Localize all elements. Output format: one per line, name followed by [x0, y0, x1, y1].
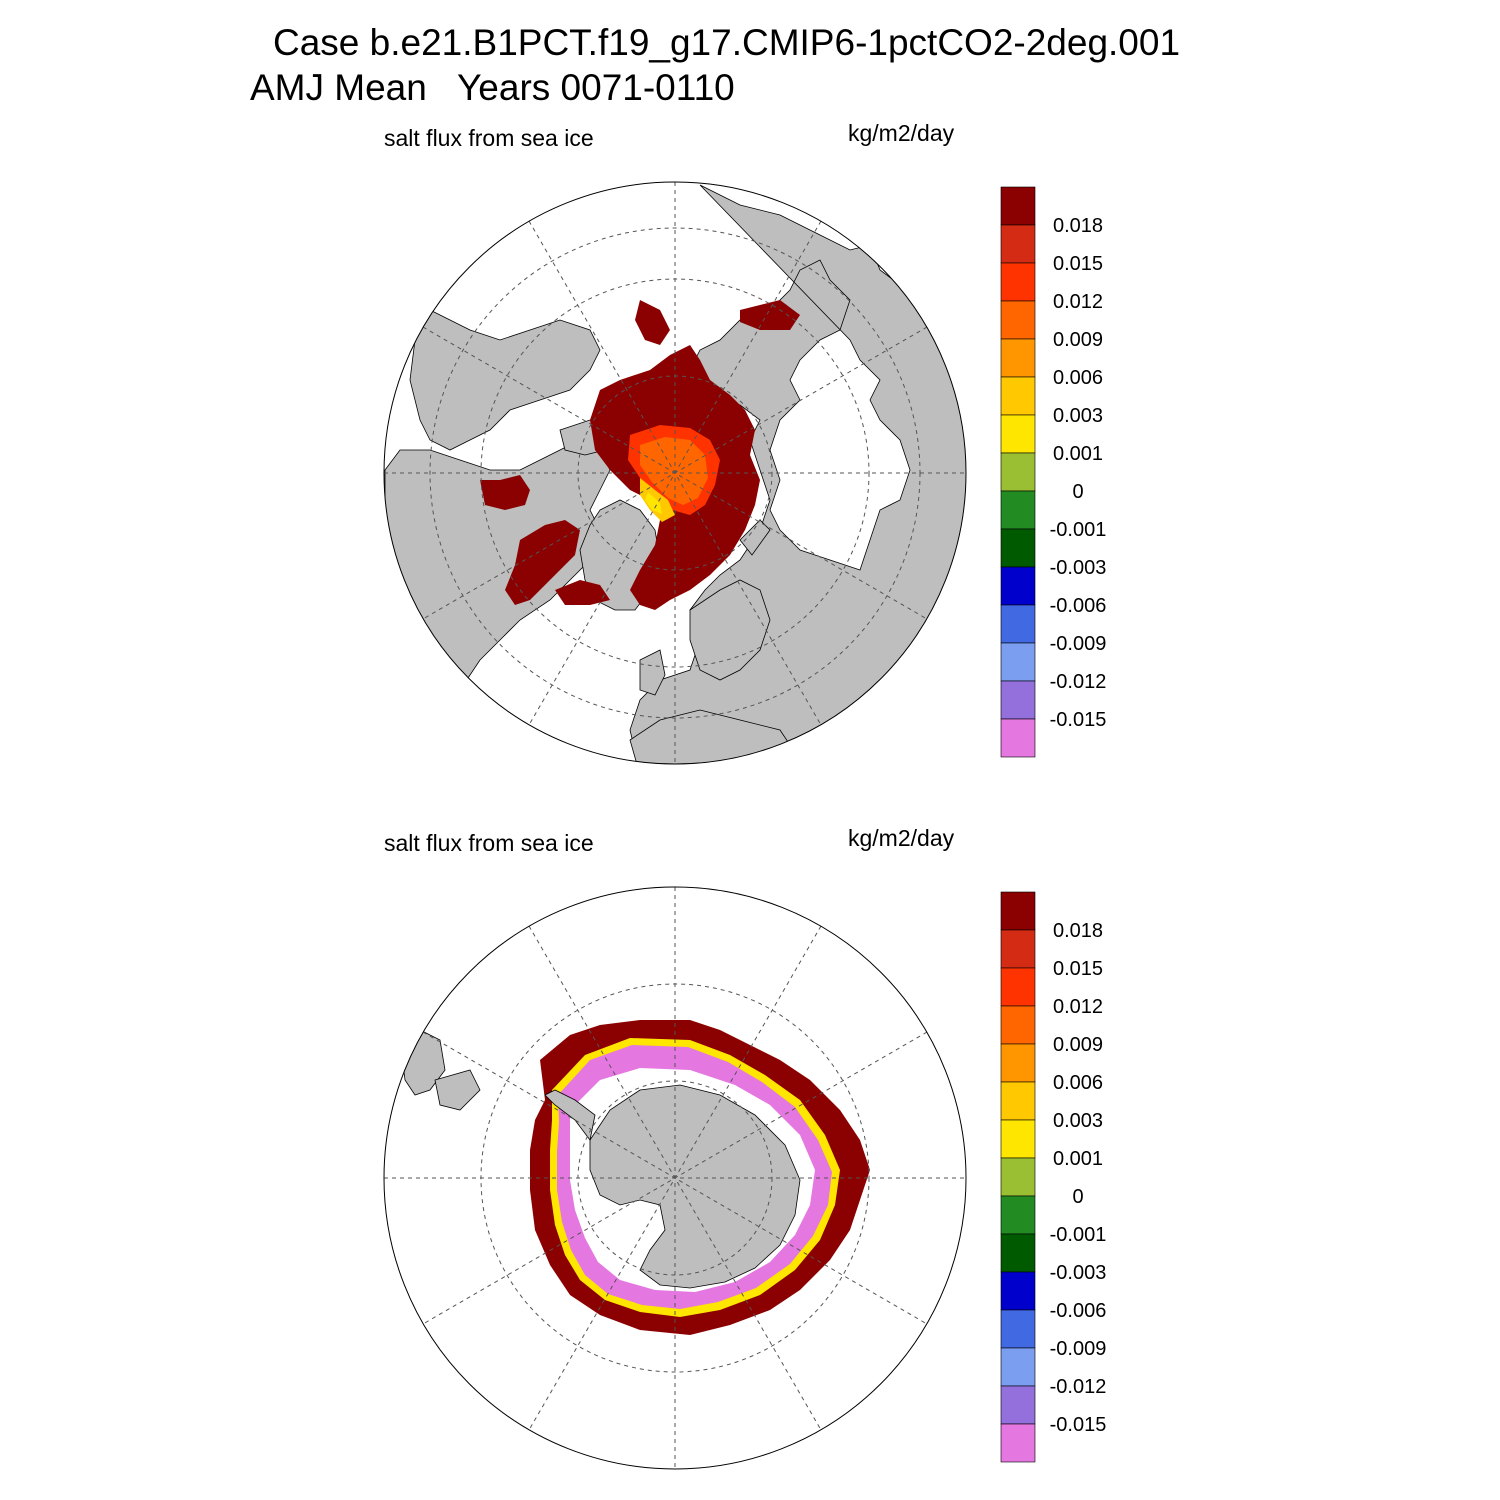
south-colorbar-swatch: [1000, 1423, 1036, 1463]
north-colorbar-swatch: [1000, 224, 1036, 264]
south-colorbar-tick-label: -0.009: [1050, 1338, 1107, 1360]
north-colorbar-tick-label: 0.009: [1053, 329, 1103, 351]
great-britain-landmass: [639, 649, 666, 696]
north-graticule: [384, 182, 966, 764]
north-colorbar-swatch: [1000, 300, 1036, 340]
south-colorbar-swatch: [1000, 891, 1036, 931]
south-polar-map: [383, 886, 967, 1470]
north-colorbar-tick-label: 0.015: [1053, 253, 1103, 275]
south-colorbar-tick-label: 0.009: [1053, 1034, 1103, 1056]
north-colorbar-tick-label: 0.006: [1053, 367, 1103, 389]
south-colorbar-swatch: [1000, 1347, 1036, 1387]
south-panel-units-label: kg/m2/day: [848, 825, 955, 851]
north-colorbar-swatch: [1000, 186, 1036, 226]
north-colorbar-swatch: [1000, 452, 1036, 492]
north-colorbar: 0.018 0.015 0.012 0.009 0.006 0.003 0.001 0 -0.0…: [1000, 186, 1107, 758]
north-colorbar-tick-label: 0.012: [1053, 291, 1103, 313]
bering-sea-ice: [635, 300, 670, 345]
south-colorbar-swatch: [1000, 1043, 1036, 1083]
labrador-sea-ice: [505, 520, 580, 605]
north-colorbar-swatch: [1000, 376, 1036, 416]
north-colorbar-swatch: [1000, 566, 1036, 606]
north-colorbar-swatch: [1000, 718, 1036, 758]
south-colorbar-tick-label: -0.012: [1050, 1376, 1107, 1398]
north-map-border: [383, 181, 967, 765]
north-colorbar-swatch: [1000, 528, 1036, 568]
figure-title-period: AMJ Mean Years 0071-0110: [250, 67, 735, 108]
south-colorbar-swatch: [1000, 1081, 1036, 1121]
north-colorbar-swatch: [1000, 490, 1036, 530]
south-colorbar-swatch: [1000, 1309, 1036, 1349]
south-colorbar-swatch: [1000, 1233, 1036, 1273]
south-map-border: [383, 886, 967, 1470]
north-colorbar-swatch: [1000, 338, 1036, 378]
south-colorbar-tick-label: 0.003: [1053, 1110, 1103, 1132]
south-colorbar-tick-label: 0.015: [1053, 958, 1103, 980]
north-colorbar-tick-label: 0.003: [1053, 405, 1103, 427]
north-colorbar-tick-label: -0.012: [1050, 671, 1107, 693]
south-colorbar-tick-label: -0.015: [1050, 1414, 1107, 1436]
south-colorbar-swatch: [1000, 1005, 1036, 1045]
north-colorbar-tick-label: -0.015: [1050, 709, 1107, 731]
south-colorbar-tick-label: 0.001: [1053, 1148, 1103, 1170]
north-colorbar-tick-label: -0.006: [1050, 595, 1107, 617]
south-colorbar-tick-label: 0.006: [1053, 1072, 1103, 1094]
north-panel-variable-label: salt flux from sea ice: [384, 125, 594, 151]
north-colorbar-tick-label: 0.001: [1053, 443, 1103, 465]
south-colorbar-tick-label: 0.012: [1053, 996, 1103, 1018]
antarctic-peninsula: [544, 1089, 596, 1141]
south-colorbar-swatch: [1000, 929, 1036, 969]
south-colorbar-swatch: [1000, 1195, 1036, 1235]
north-colorbar-swatch: [1000, 604, 1036, 644]
north-colorbar-swatch: [1000, 414, 1036, 454]
south-colorbar-swatch: [1000, 1385, 1036, 1425]
north-colorbar-swatch: [1000, 680, 1036, 720]
south-colorbar-tick-label: -0.006: [1050, 1300, 1107, 1322]
north-panel-units-label: kg/m2/day: [848, 120, 955, 146]
south-colorbar-tick-label: 0.018: [1053, 920, 1103, 942]
north-polar-map: [383, 181, 967, 765]
central-arctic-bright-patch: [645, 492, 662, 514]
okhotsk-sea-ice: [740, 300, 800, 330]
southern-africa-landmass: [434, 1069, 481, 1111]
north-colorbar-tick-label: 0: [1072, 481, 1083, 503]
south-graticule: [384, 887, 966, 1469]
south-colorbar-swatch: [1000, 1271, 1036, 1311]
south-colorbar-swatch: [1000, 1157, 1036, 1197]
north-sea-ice-field: [480, 300, 800, 610]
north-colorbar-swatch: [1000, 262, 1036, 302]
south-colorbar-swatch: [1000, 967, 1036, 1007]
north-colorbar-tick-label: 0.018: [1053, 215, 1103, 237]
north-colorbar-swatch: [1000, 642, 1036, 682]
baffin-ice-band: [555, 580, 610, 605]
south-colorbar-swatch: [1000, 1119, 1036, 1159]
south-colorbar: 0.018 0.015 0.012 0.009 0.006 0.003 0.001 0 -0.0…: [1000, 891, 1107, 1463]
novaya-zemlya-island: [739, 519, 771, 556]
north-colorbar-tick-label: -0.009: [1050, 633, 1107, 655]
south-colorbar-tick-label: -0.001: [1050, 1224, 1107, 1246]
scandinavia-landmass: [689, 579, 771, 681]
figure-title-case: Case b.e21.B1PCT.f19_g17.CMIP6-1pctCO2-2…: [273, 22, 1181, 63]
north-colorbar-tick-label: -0.003: [1050, 557, 1107, 579]
south-colorbar-tick-label: 0: [1072, 1186, 1083, 1208]
north-colorbar-tick-label: -0.001: [1050, 519, 1107, 541]
hudson-bay-ice: [480, 475, 530, 510]
central-arctic-yellow-patch: [640, 478, 675, 522]
south-panel-variable-label: salt flux from sea ice: [384, 830, 594, 856]
south-colorbar-tick-label: -0.003: [1050, 1262, 1107, 1284]
